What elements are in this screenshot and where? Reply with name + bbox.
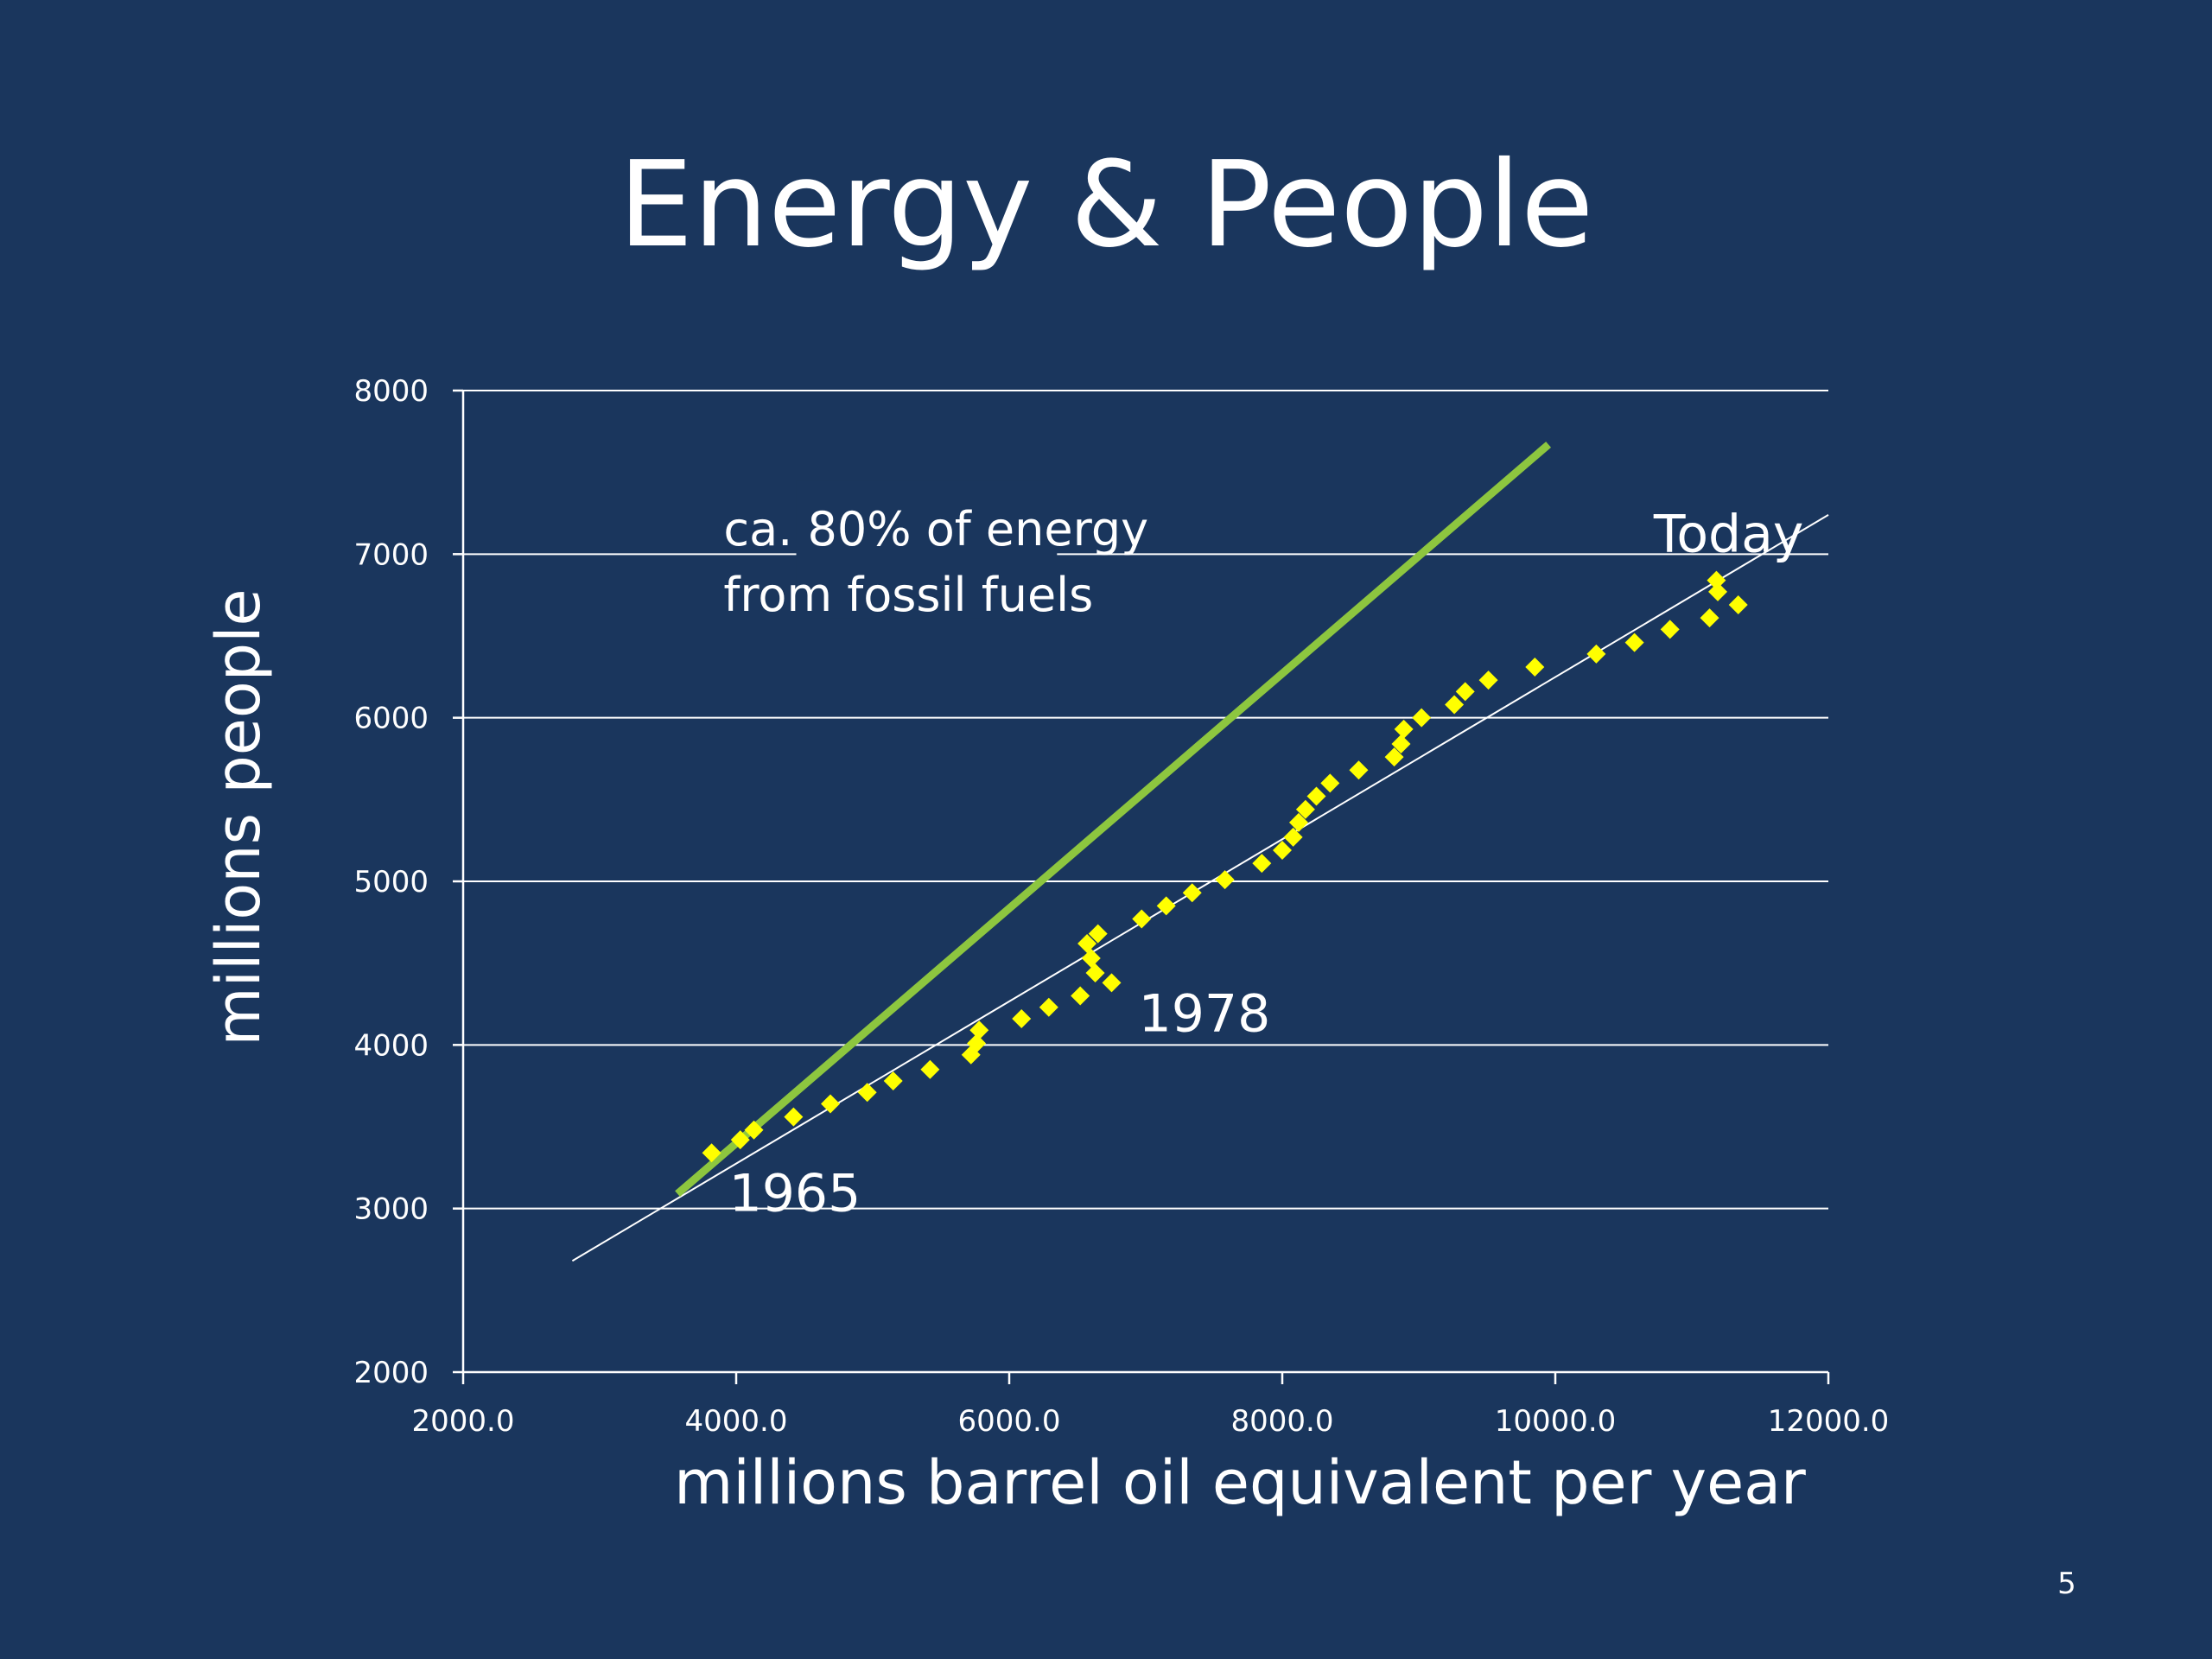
axes — [453, 389, 1830, 1384]
annotations: ca. 80% of energy from fossil fuels Today 1… — [723, 480, 1803, 1224]
data-point-45 — [1728, 595, 1748, 615]
data-point-21 — [1182, 883, 1202, 903]
data-point-42 — [1700, 608, 1719, 628]
data-point-22 — [1215, 870, 1235, 890]
y-tick-label-3000: 3000 — [353, 1192, 429, 1227]
label-1965: 1965 — [729, 1164, 861, 1224]
y-axis-label: millions people — [203, 588, 274, 1046]
data-point-13 — [1071, 986, 1090, 1006]
data-point-20 — [1156, 896, 1176, 916]
data-point-30 — [1349, 760, 1369, 780]
data-point-1 — [730, 1130, 750, 1150]
label-1978: 1978 — [1139, 983, 1271, 1044]
note-line-1: ca. 80% of energy — [723, 502, 1148, 556]
x-tick-label-12000: 12000.0 — [1768, 1404, 1890, 1439]
data-point-15 — [1081, 948, 1101, 968]
data-point-33 — [1394, 719, 1414, 739]
y-tick-label-7000: 7000 — [353, 537, 429, 572]
data-point-25 — [1283, 827, 1303, 847]
slide-title: Energy & People — [619, 137, 1594, 274]
label-today: Today — [1653, 505, 1804, 565]
data-point-2 — [744, 1120, 764, 1140]
data-point-32 — [1391, 734, 1411, 753]
data-point-26 — [1288, 812, 1308, 832]
x-tick-label-10000: 10000.0 — [1495, 1404, 1617, 1439]
x-tick-label-4000: 4000.0 — [685, 1404, 788, 1439]
data-point-16 — [1085, 963, 1105, 983]
note-line-2: from fossil fuels — [723, 568, 1093, 622]
data-point-29 — [1320, 773, 1340, 793]
data-point-36 — [1455, 682, 1475, 702]
reference-lines — [571, 442, 1829, 1262]
fossil-fuel-line — [675, 442, 1552, 1198]
data-point-31 — [1384, 747, 1404, 767]
data-point-27 — [1295, 799, 1315, 819]
data-point-28 — [1306, 786, 1326, 806]
data-point-23 — [1252, 854, 1272, 874]
data-point-39 — [1586, 644, 1606, 664]
data-point-3 — [784, 1107, 804, 1127]
data-point-44 — [1708, 582, 1728, 601]
data-point-9 — [967, 1033, 987, 1053]
data-point-35 — [1445, 695, 1465, 715]
data-point-37 — [1478, 671, 1498, 690]
page-number: 5 — [2057, 1567, 2076, 1601]
data-points — [702, 570, 1748, 1163]
x-tick-label-8000: 8000.0 — [1231, 1404, 1334, 1439]
data-point-38 — [1525, 657, 1545, 677]
data-point-4 — [821, 1094, 841, 1114]
data-point-34 — [1412, 708, 1432, 728]
data-point-40 — [1624, 632, 1644, 652]
x-tick-label-2000: 2000.0 — [412, 1404, 515, 1439]
y-tick-label-5000: 5000 — [353, 865, 429, 899]
data-point-6 — [883, 1071, 903, 1090]
data-point-12 — [1039, 997, 1058, 1017]
x-tick-label-6000: 6000.0 — [958, 1404, 1061, 1439]
y-tick-label-6000: 6000 — [353, 702, 429, 736]
y-tick-label-8000: 8000 — [353, 374, 429, 409]
data-point-19 — [1132, 909, 1152, 929]
data-point-43 — [1707, 570, 1726, 590]
data-point-7 — [920, 1059, 940, 1079]
data-point-5 — [857, 1083, 877, 1103]
tick-labels: 2000 3000 4000 5000 6000 7000 8000 2000.0 4000.0… — [353, 374, 1889, 1439]
data-point-18 — [1102, 973, 1122, 993]
y-tick-label-4000: 4000 — [353, 1028, 429, 1063]
data-point-17 — [1088, 924, 1108, 944]
y-tick-label-2000: 2000 — [353, 1356, 429, 1390]
data-point-41 — [1660, 620, 1680, 639]
x-axis-label: millions barrel oil equivalent per year — [674, 1447, 1806, 1518]
data-point-10 — [969, 1020, 989, 1040]
note-background — [796, 480, 1058, 619]
data-point-11 — [1012, 1009, 1032, 1029]
data-point-14 — [1077, 933, 1097, 953]
trend-line — [571, 514, 1829, 1262]
data-point-24 — [1273, 841, 1292, 861]
data-point-0 — [702, 1143, 721, 1163]
gridlines — [463, 390, 1828, 1210]
